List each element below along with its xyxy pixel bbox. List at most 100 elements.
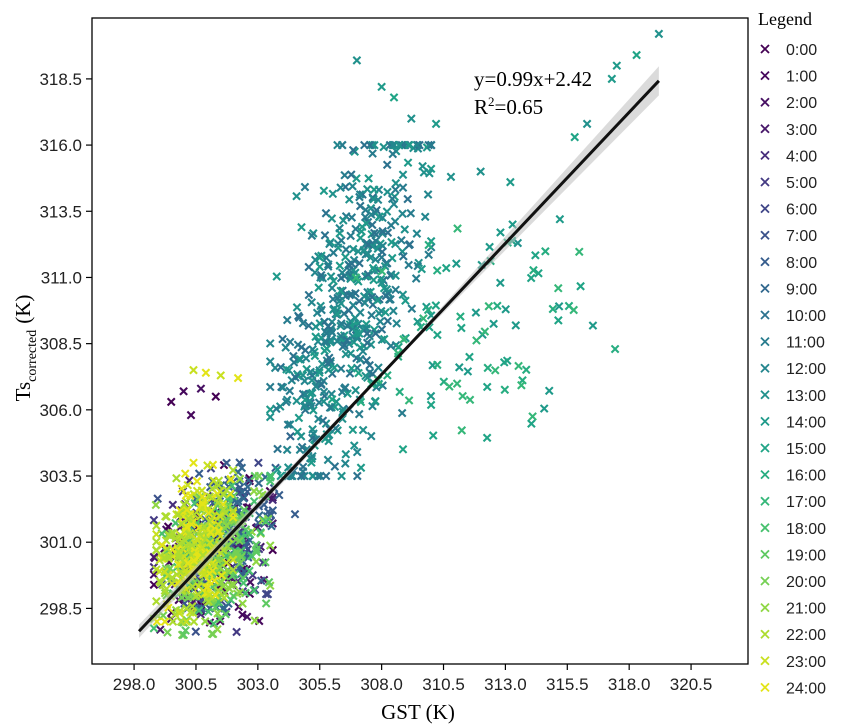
- scatter-point: [419, 168, 429, 177]
- legend-marker: [760, 44, 770, 54]
- scatter-point: [452, 259, 461, 268]
- regression-line: [137, 79, 660, 633]
- scatter-point: [215, 614, 225, 624]
- scatter-point: [298, 318, 308, 328]
- scatter-point: [362, 356, 371, 365]
- scatter-point: [198, 570, 208, 580]
- y-tick-label: 318.5: [39, 70, 82, 89]
- scatter-point: [367, 140, 377, 150]
- scatter-point: [433, 330, 442, 340]
- scatter-point: [324, 365, 333, 375]
- scatter-point: [381, 307, 390, 317]
- scatter-point: [183, 480, 193, 490]
- scatter-point-outlier: [389, 93, 399, 102]
- legend-marker: [760, 203, 770, 214]
- legend-entry-label: 21:00: [786, 601, 826, 618]
- scatter-point: [265, 405, 275, 414]
- scatter-point: [386, 220, 396, 230]
- scatter-point: [379, 334, 389, 344]
- scatter-point: [243, 528, 253, 538]
- scatter-point: [254, 471, 264, 481]
- scatter-point: [327, 394, 337, 404]
- x-axis-title: GST (K): [381, 700, 455, 724]
- scatter-point: [261, 517, 271, 526]
- scatter-point-outlier: [201, 368, 211, 378]
- scatter-point: [348, 181, 357, 191]
- scatter-point: [352, 471, 362, 481]
- scatter-point: [541, 246, 550, 256]
- scatter-point: [273, 444, 282, 454]
- x-tick-label: 313.0: [484, 675, 527, 694]
- scatter-point: [252, 547, 261, 557]
- scatter-point: [419, 314, 428, 323]
- scatter-point: [210, 603, 220, 612]
- scatter-point-outlier: [582, 119, 592, 129]
- scatter-point: [319, 186, 329, 196]
- legend-entry-label: 16:00: [786, 468, 826, 485]
- legend-marker: [760, 602, 770, 613]
- scatter-point: [362, 184, 372, 194]
- scatter-point: [314, 283, 324, 292]
- legend-marker: [760, 469, 770, 480]
- scatter-point: [297, 342, 306, 352]
- scatter-point: [399, 251, 408, 261]
- scatter-point: [394, 140, 404, 150]
- scatter-point: [177, 593, 187, 602]
- legend-entry-label: 4:00: [786, 148, 817, 165]
- scatter-point: [191, 591, 201, 601]
- scatter-point: [389, 306, 398, 316]
- scatter-point: [245, 577, 255, 587]
- scatter-point: [228, 506, 238, 516]
- scatter-point: [254, 518, 263, 528]
- legend-entry-label: 22:00: [786, 627, 826, 644]
- legend-marker: [760, 390, 770, 400]
- scatter-point: [176, 519, 186, 529]
- scatter-point: [333, 140, 342, 150]
- scatter-point: [217, 571, 227, 580]
- scatter-point: [465, 395, 475, 405]
- scatter-point: [544, 386, 554, 396]
- scatter-point: [354, 296, 364, 306]
- scatter-point: [368, 263, 378, 273]
- scatter-point: [426, 391, 436, 401]
- scatter-point: [207, 629, 217, 639]
- scatter-point: [336, 183, 345, 192]
- legend-marker: [760, 496, 770, 506]
- scatter-point: [341, 252, 350, 262]
- scatter-point: [432, 266, 442, 275]
- scatter-point: [256, 528, 265, 537]
- scatter-point: [152, 546, 161, 555]
- scatter-point: [209, 619, 219, 628]
- scatter-point: [336, 299, 346, 308]
- scatter-point: [424, 250, 433, 260]
- scatter-point: [272, 272, 282, 281]
- legend-entry-label: 15:00: [786, 441, 826, 458]
- scatter-point: [296, 431, 306, 441]
- scatter-point: [162, 544, 172, 554]
- scatter-point: [204, 597, 214, 606]
- scatter-point: [444, 382, 454, 391]
- legend-marker: [760, 363, 770, 373]
- scatter-point: [406, 208, 416, 218]
- scatter-point: [283, 420, 293, 430]
- legend-marker: [760, 576, 770, 586]
- y-tick-label: 298.5: [39, 599, 82, 618]
- scatter-point: [149, 580, 159, 590]
- legend-marker: [760, 310, 770, 320]
- scatter-point: [168, 500, 178, 510]
- scatter-point: [198, 542, 207, 552]
- scatter-point: [457, 426, 467, 435]
- scatter-point: [374, 363, 383, 372]
- scatter-point: [243, 487, 252, 497]
- scatter-point: [361, 205, 370, 215]
- scatter-point: [340, 340, 349, 350]
- legend-entry-label: 8:00: [786, 255, 817, 272]
- scatter-point: [249, 486, 259, 496]
- scatter-point: [411, 274, 421, 283]
- scatter-point: [377, 325, 387, 334]
- legend-marker: [760, 336, 770, 347]
- scatter-point: [472, 336, 481, 345]
- scatter-point: [453, 224, 462, 233]
- scatter-point: [160, 617, 170, 626]
- scatter-point: [326, 335, 335, 345]
